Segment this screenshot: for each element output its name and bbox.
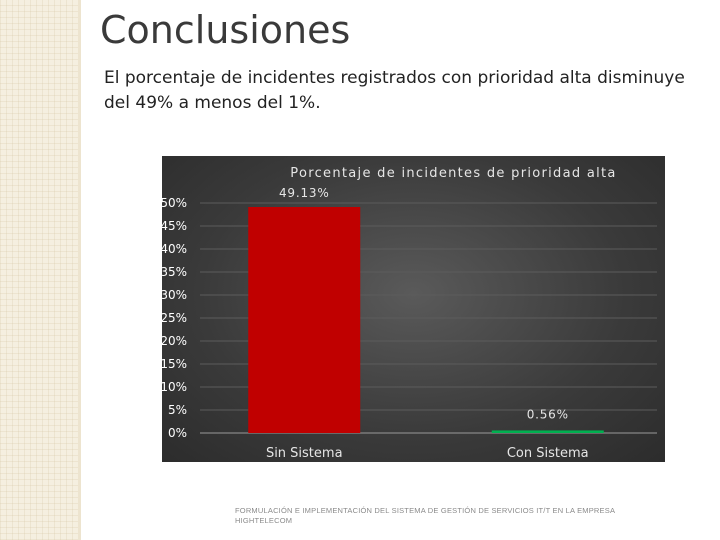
chart-title: Porcentaje de incidentes de prioridad al… [290, 166, 617, 181]
chart-canvas: 0% 5% 10% 15% 20% 25% 30% 35% 40% 45% 50% 49.13% Sin… [162, 186, 657, 461]
slide-footer: FORMULACIÓN E IMPLEMENTACIÓN DEL SISTEMA… [235, 506, 615, 525]
data-label: 0.56% [527, 407, 569, 421]
y-tick-label: 25% [162, 311, 187, 325]
bar [248, 207, 361, 433]
y-tick-label: 20% [162, 334, 187, 348]
bar [491, 430, 604, 433]
y-tick-label: 40% [162, 242, 187, 256]
slide-body-text: El porcentaje de incidentes registrados … [104, 68, 685, 113]
slide-title: Conclusiones [100, 8, 351, 52]
bar-chart: 0% 5% 10% 15% 20% 25% 30% 35% 40% 45% 50% 49.13% Sin… [162, 156, 665, 462]
y-tick-label: 0% [168, 426, 187, 440]
y-tick-label: 35% [162, 265, 187, 279]
y-tick-label: 10% [162, 380, 187, 394]
decorative-side-strip [0, 0, 78, 540]
y-tick-label: 5% [168, 403, 187, 417]
category-label: Con Sistema [507, 446, 589, 461]
y-tick-label: 15% [162, 357, 187, 371]
y-tick-label: 50% [162, 196, 187, 210]
y-tick-label: 45% [162, 219, 187, 233]
category-label: Sin Sistema [266, 446, 343, 461]
y-tick-label: 30% [162, 288, 187, 302]
decorative-divider [78, 0, 81, 540]
data-label: 49.13% [279, 186, 330, 200]
